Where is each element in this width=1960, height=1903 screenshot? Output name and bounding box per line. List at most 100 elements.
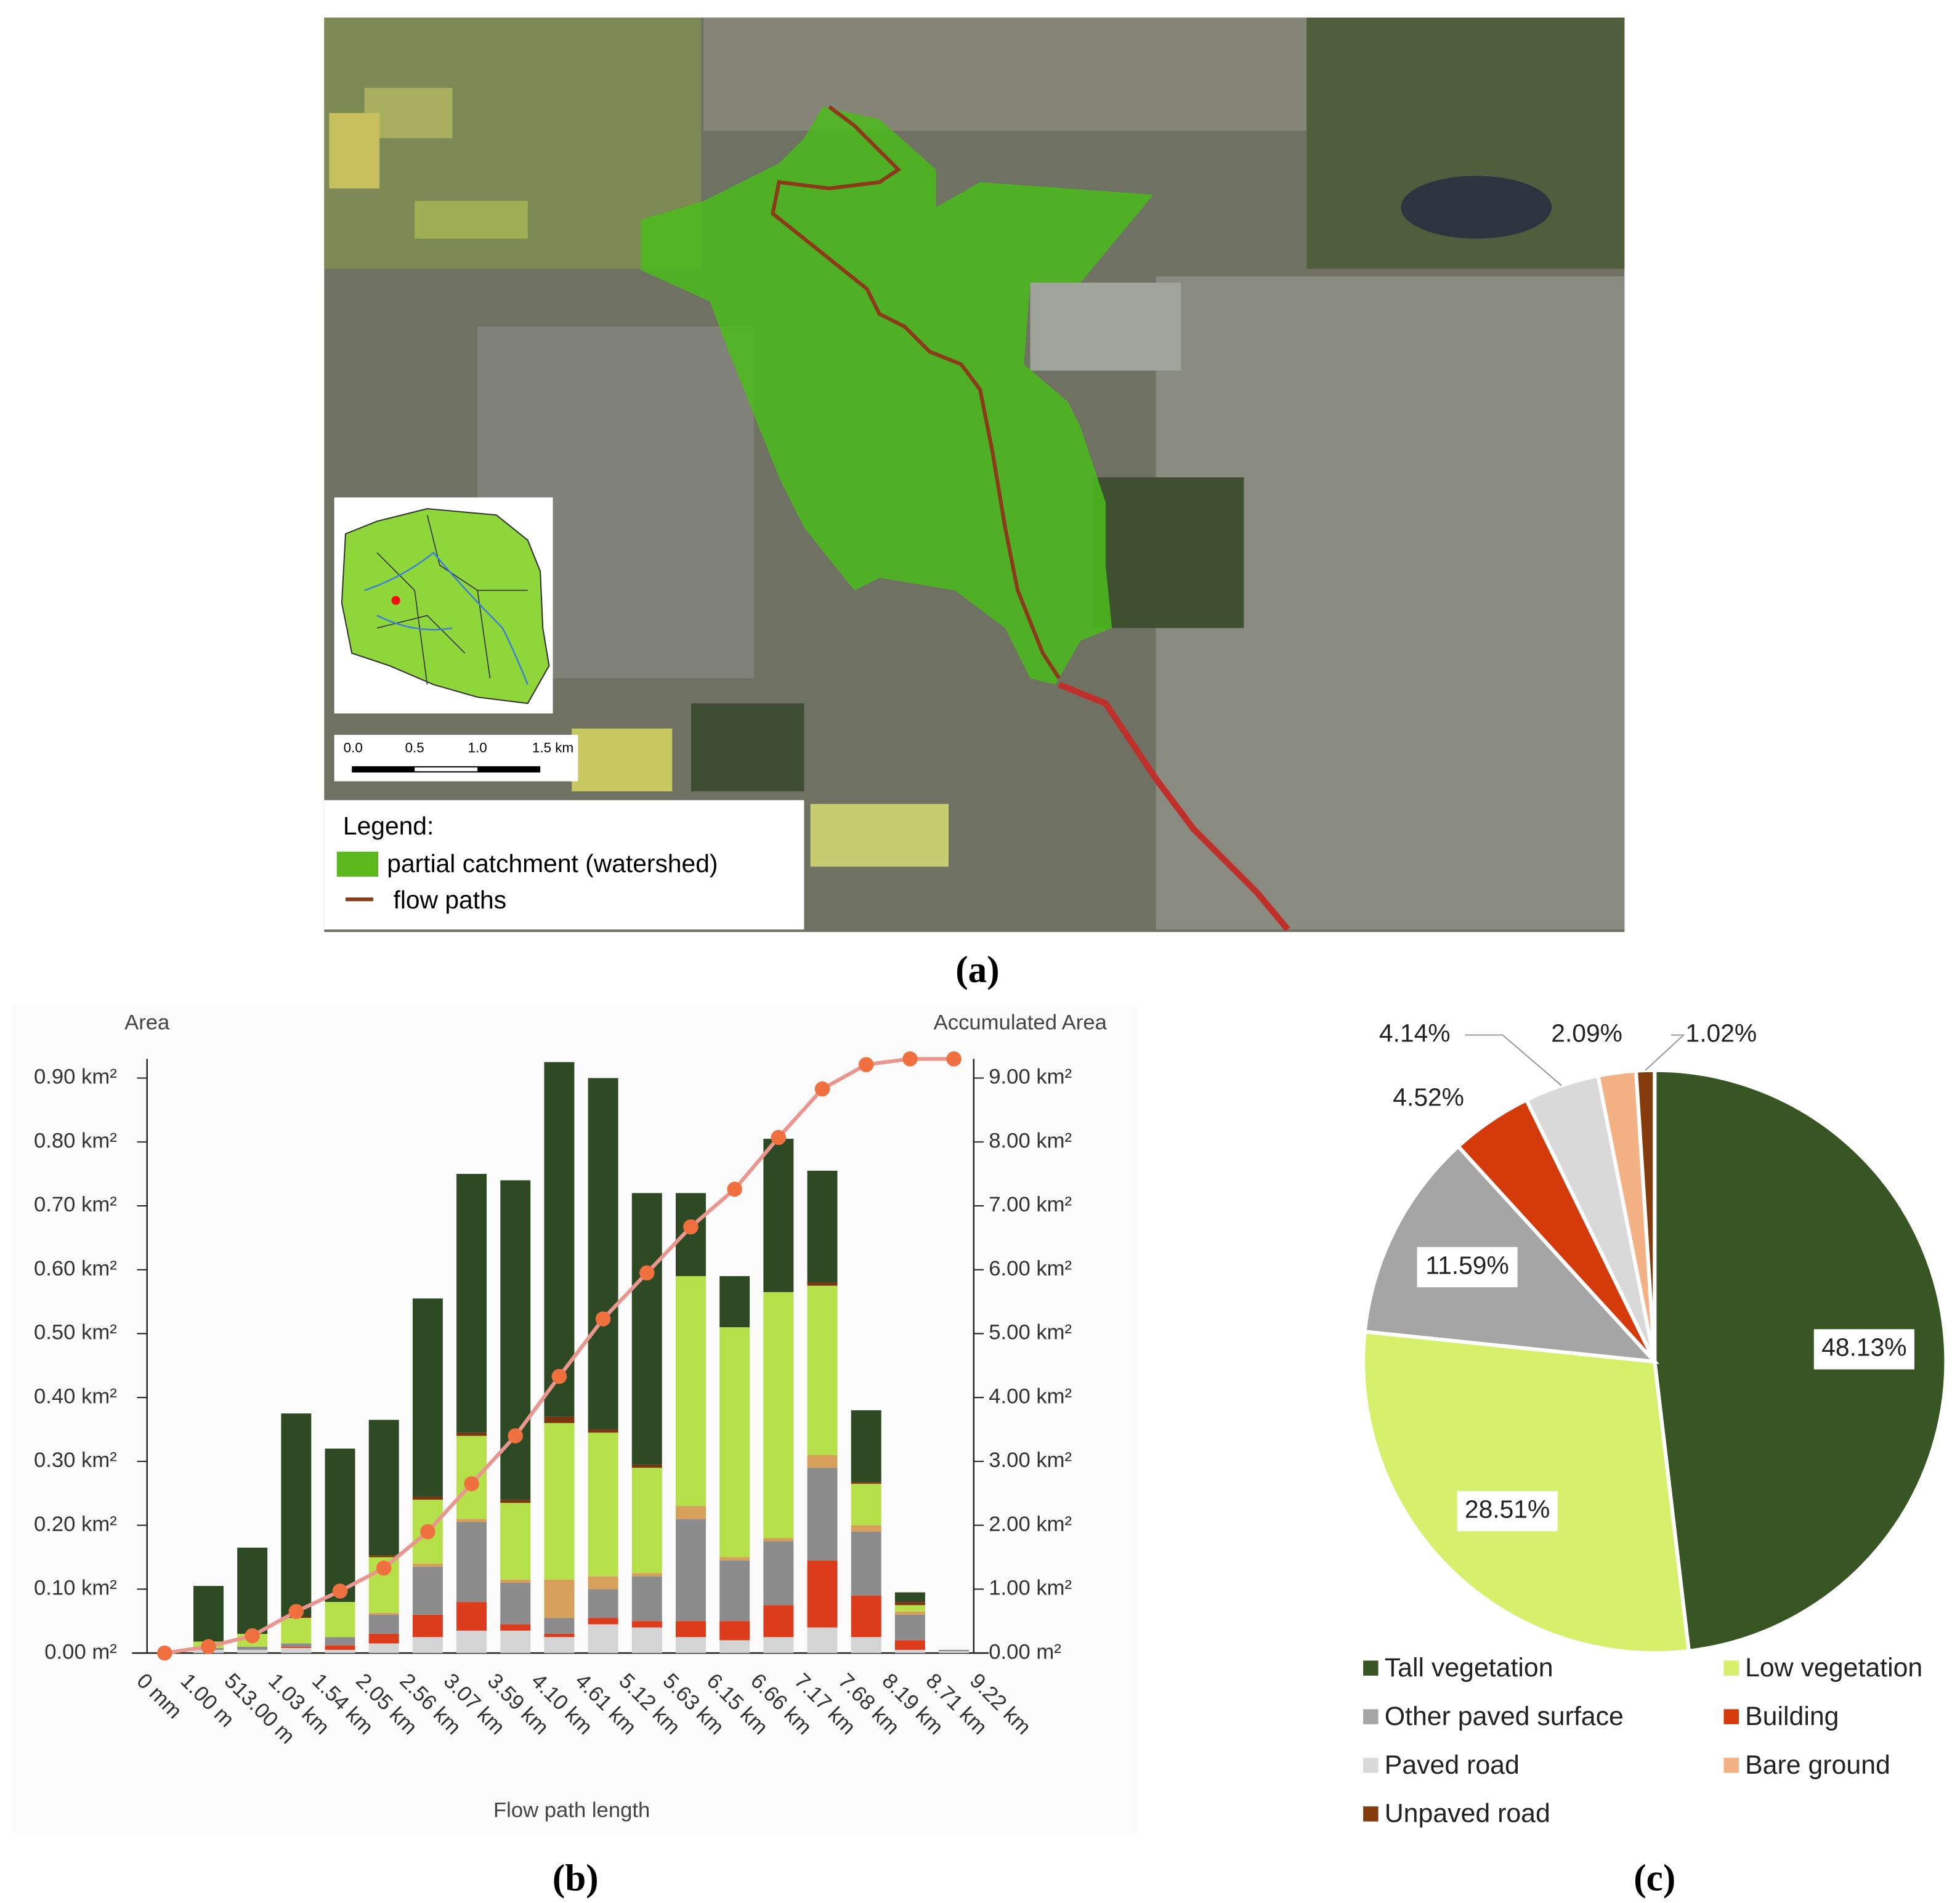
y-tick-label: 0.10 km² bbox=[34, 1577, 117, 1600]
y-axis-label: Area bbox=[124, 1011, 170, 1034]
legend-swatch bbox=[1363, 1660, 1379, 1676]
field bbox=[810, 804, 949, 867]
accumulated-point bbox=[727, 1181, 742, 1197]
legend-swatch bbox=[1363, 1806, 1379, 1822]
flow-path bbox=[771, 105, 1061, 680]
y2-axis-label: Accumulated Area bbox=[934, 1011, 1108, 1034]
accumulated-point bbox=[902, 1051, 918, 1067]
y2-tick-label: 4.00 km² bbox=[989, 1384, 1072, 1408]
leader-line bbox=[1465, 1034, 1562, 1086]
bar-segment bbox=[325, 1649, 355, 1654]
bar-segment bbox=[763, 1139, 794, 1293]
map-legend-item: flow paths bbox=[394, 886, 507, 914]
y-tick-label: 0.20 km² bbox=[34, 1513, 117, 1536]
bar-segment bbox=[763, 1541, 794, 1606]
y-tick-label: 0.90 km² bbox=[34, 1065, 117, 1089]
inset-country bbox=[341, 508, 550, 705]
bar-segment bbox=[719, 1621, 750, 1641]
pie-chart: 48.13% 28.51% 11.59% 4.52% 4.14% 2.09% 1.02% Ta… bbox=[1361, 1019, 1948, 1828]
bar-segment bbox=[456, 1432, 487, 1436]
legend-label: Tall vegetation bbox=[1385, 1653, 1553, 1683]
bar-segment bbox=[325, 1448, 355, 1602]
map-legend-item: partial catchment (watershed) bbox=[387, 849, 718, 878]
bar-segment bbox=[939, 1651, 970, 1654]
legend-swatch bbox=[1363, 1709, 1379, 1724]
urban-area bbox=[703, 17, 1307, 131]
bar-segment bbox=[851, 1637, 881, 1654]
accumulated-point bbox=[508, 1428, 523, 1444]
legend-label: Paved road bbox=[1385, 1750, 1520, 1780]
bar-segment bbox=[763, 1637, 794, 1654]
scale-bar-segment bbox=[415, 767, 478, 772]
legend-label: Low vegetation bbox=[1745, 1653, 1922, 1683]
accumulated-point bbox=[420, 1524, 435, 1540]
forest bbox=[690, 703, 804, 791]
bar-segment bbox=[894, 1649, 925, 1654]
bar-segment bbox=[325, 1637, 355, 1646]
bar-segment bbox=[456, 1522, 487, 1602]
bar-segment bbox=[807, 1455, 838, 1468]
bar-segment bbox=[456, 1519, 487, 1522]
y2-tick-label: 8.00 km² bbox=[989, 1129, 1072, 1152]
value-label: 4.14% bbox=[1379, 1019, 1451, 1047]
bar-segment bbox=[851, 1484, 881, 1525]
watershed bbox=[641, 107, 1154, 685]
bar-segment bbox=[719, 1276, 750, 1328]
bar-segment bbox=[281, 1646, 312, 1648]
bar-segment bbox=[544, 1637, 575, 1654]
y-tick-label: 0.80 km² bbox=[34, 1129, 117, 1152]
bar-segment bbox=[894, 1605, 925, 1612]
bar-segment bbox=[719, 1560, 750, 1622]
bar-segment bbox=[719, 1640, 750, 1654]
y2-tick-label: 0.00 m² bbox=[989, 1640, 1061, 1663]
bar-segment bbox=[631, 1468, 662, 1574]
panel-label: (a) bbox=[955, 949, 999, 991]
y-tick-label: 0.70 km² bbox=[34, 1193, 117, 1216]
accumulated-point bbox=[201, 1639, 216, 1654]
bar-segment bbox=[807, 1285, 838, 1455]
bar-segment bbox=[851, 1525, 881, 1532]
y2-tick-label: 2.00 km² bbox=[989, 1513, 1072, 1536]
airport bbox=[1030, 282, 1181, 371]
accumulated-point bbox=[551, 1368, 567, 1384]
bar-segment bbox=[807, 1627, 838, 1654]
inset-location bbox=[391, 596, 400, 605]
accumulated-point bbox=[946, 1051, 962, 1067]
bar-segment bbox=[588, 1624, 618, 1654]
scale-label: 0.0 bbox=[344, 740, 363, 756]
legend-swatch bbox=[1723, 1660, 1739, 1676]
bar-segment bbox=[631, 1576, 662, 1622]
bar-segment bbox=[500, 1180, 531, 1500]
bar-segment bbox=[763, 1538, 794, 1541]
panel-label: (b) bbox=[553, 1857, 599, 1899]
bar-segment bbox=[588, 1429, 618, 1433]
bar-segment bbox=[368, 1420, 399, 1556]
bar-segment bbox=[894, 1592, 925, 1602]
accumulated-point bbox=[858, 1057, 874, 1072]
y2-tick-label: 5.00 km² bbox=[989, 1321, 1072, 1344]
map-legend-swatch bbox=[336, 851, 379, 877]
bar-segment bbox=[939, 1649, 970, 1652]
bar-segment bbox=[544, 1423, 575, 1580]
bar-segment bbox=[237, 1646, 268, 1650]
bar-segment bbox=[588, 1432, 618, 1577]
bar-segment bbox=[588, 1576, 618, 1590]
legend-swatch bbox=[1723, 1709, 1739, 1724]
bar-segment bbox=[588, 1078, 618, 1430]
bar-segment bbox=[851, 1482, 881, 1484]
bar-segment bbox=[456, 1174, 487, 1433]
bar-segment bbox=[368, 1612, 399, 1615]
bar-segment bbox=[676, 1276, 706, 1506]
y2-tick-label: 1.00 km² bbox=[989, 1577, 1072, 1600]
y2-tick-label: 3.00 km² bbox=[989, 1448, 1072, 1472]
chart-b-background bbox=[12, 1004, 1137, 1834]
panel-label: (c) bbox=[1634, 1857, 1675, 1899]
accumulated-point bbox=[157, 1645, 172, 1661]
bar-segment bbox=[544, 1062, 575, 1417]
bar-segment bbox=[281, 1647, 312, 1654]
bar-segment bbox=[851, 1595, 881, 1638]
bar-segment bbox=[676, 1621, 706, 1638]
bar-segment bbox=[588, 1589, 618, 1618]
y-tick-label: 0.30 km² bbox=[34, 1448, 117, 1472]
